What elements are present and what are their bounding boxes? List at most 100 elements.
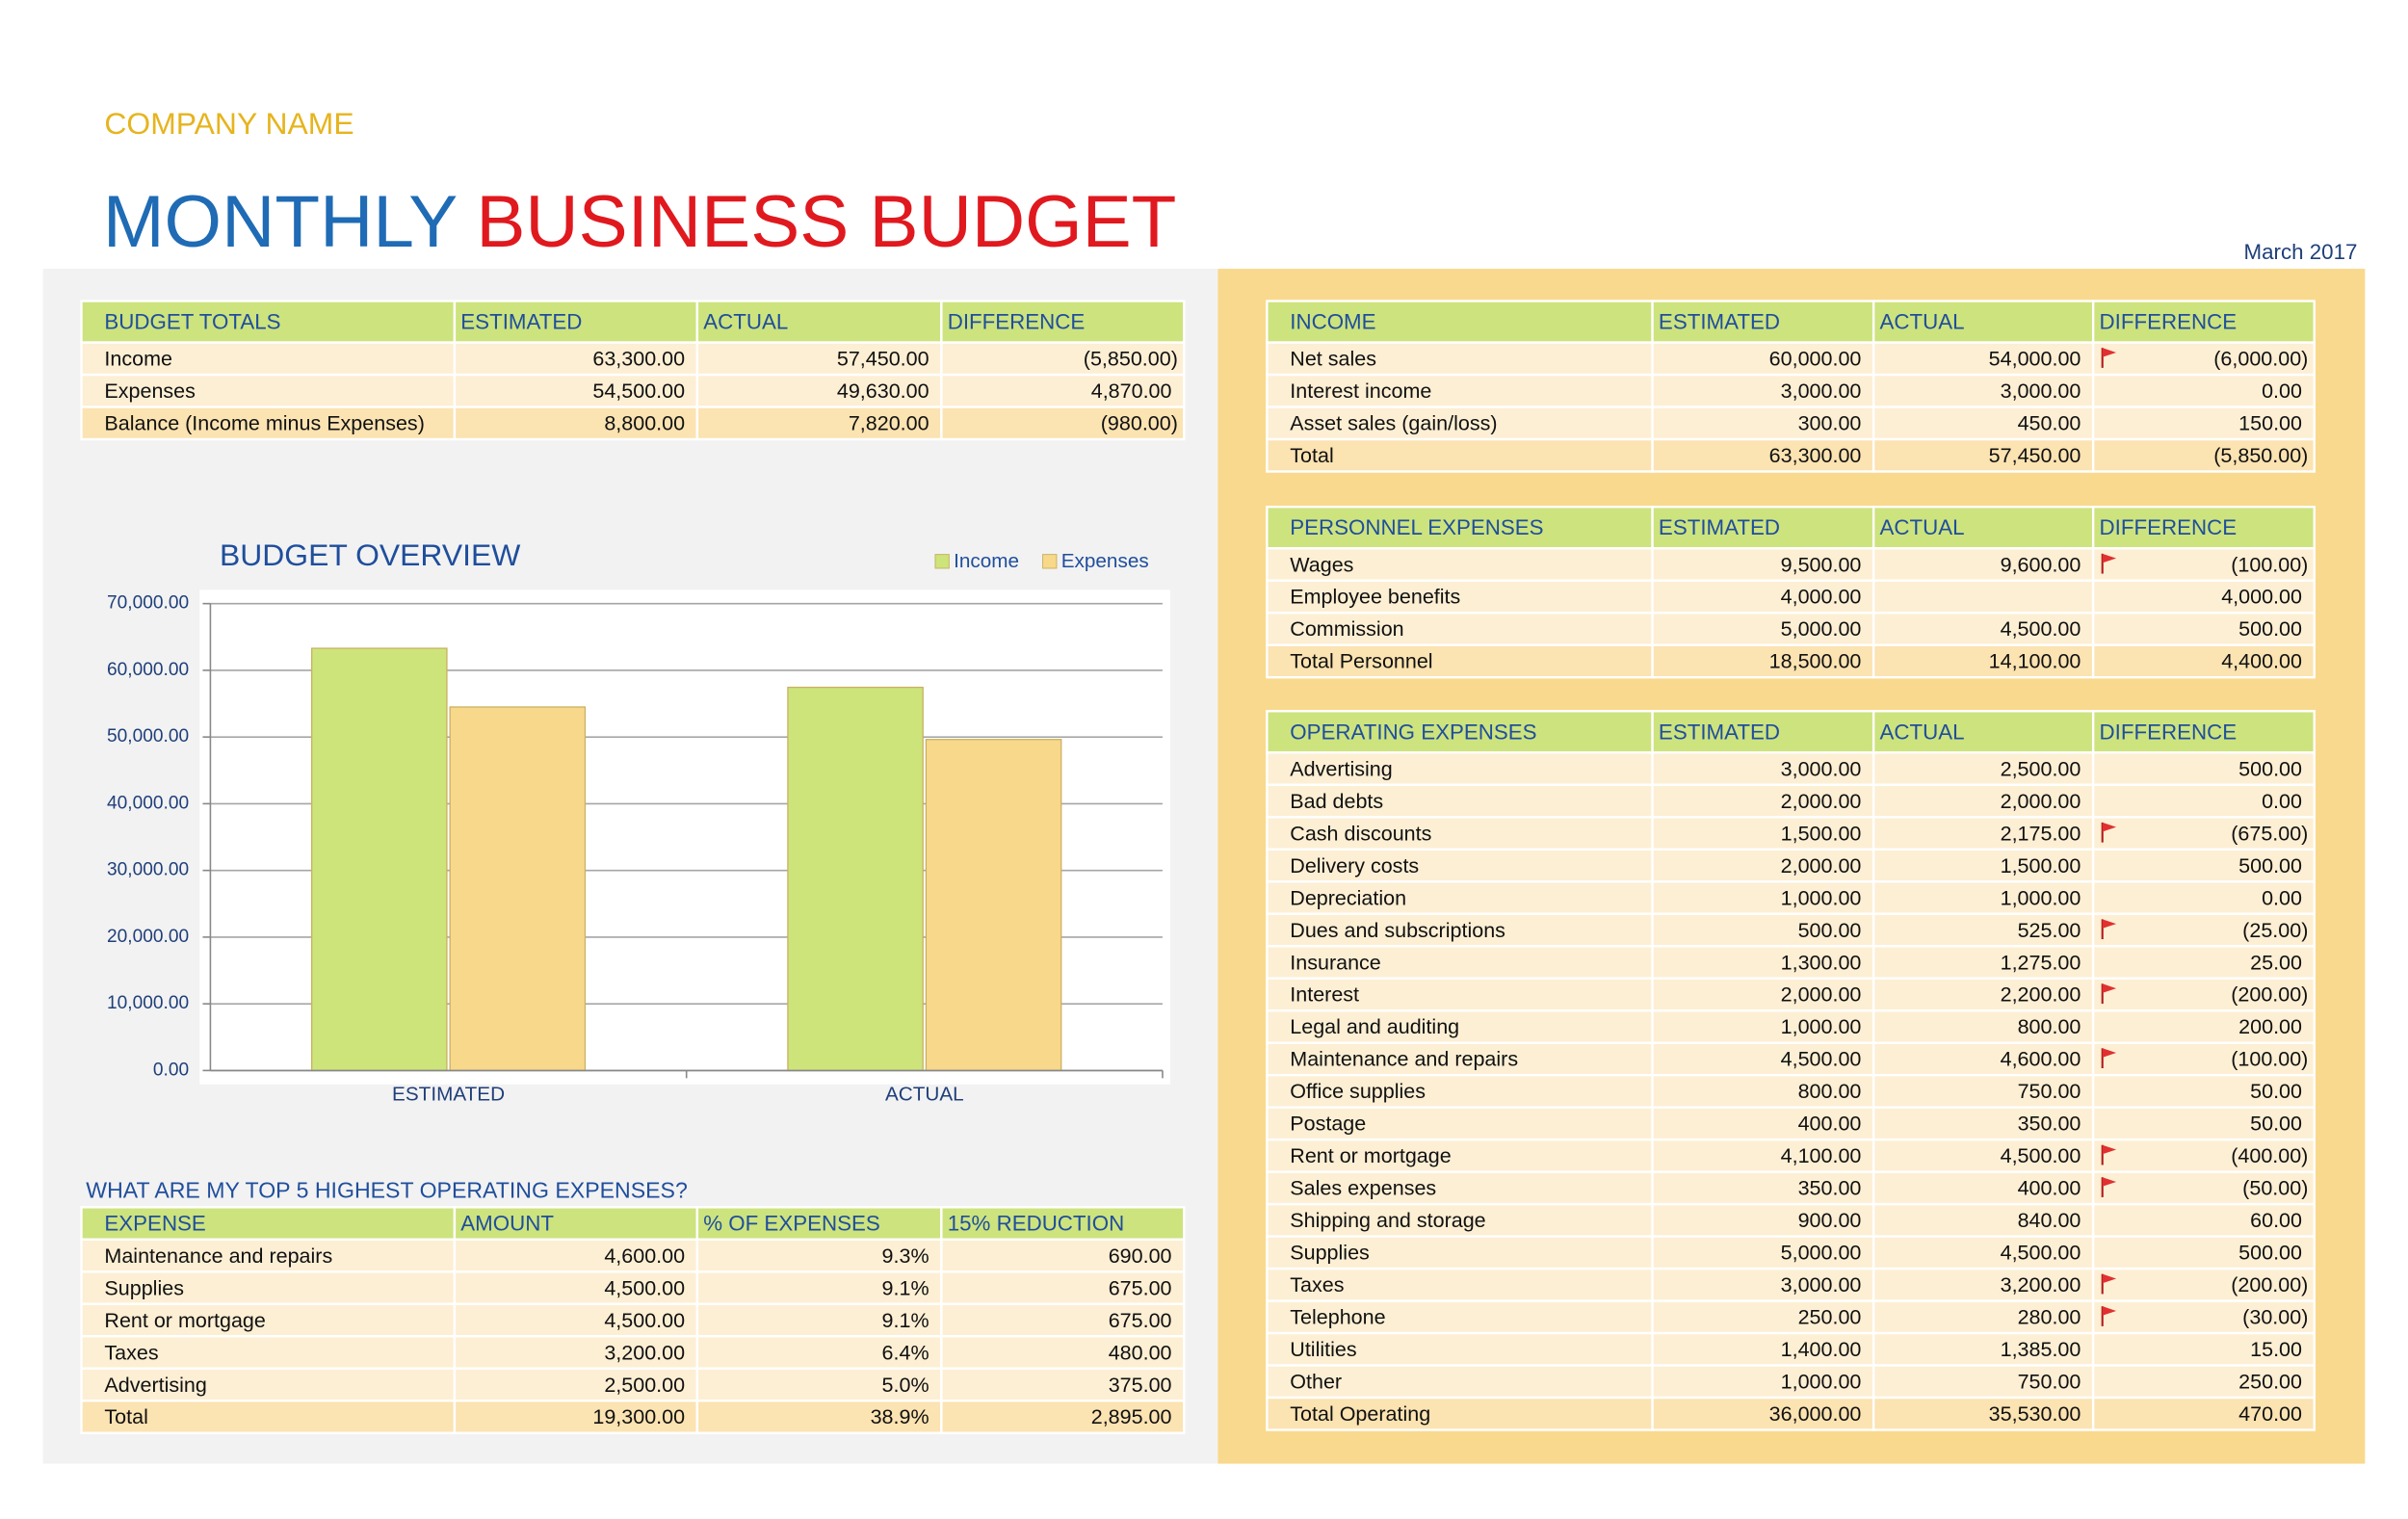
row-label: Delivery costs bbox=[1290, 854, 1419, 877]
cell-value: 15.00 bbox=[2250, 1338, 2302, 1361]
cell-value: (200.00) bbox=[2231, 1273, 2308, 1296]
column-header: PERSONNEL EXPENSES bbox=[1290, 515, 1543, 539]
flag bbox=[2102, 553, 2117, 563]
table-cell bbox=[2091, 816, 2316, 851]
cell-value: 3,000.00 bbox=[1781, 380, 1862, 403]
cell-value: 1,500.00 bbox=[2001, 854, 2081, 877]
cell-value: (200.00) bbox=[2231, 983, 2308, 1007]
cell-value: 500.00 bbox=[2238, 757, 2302, 780]
column-header: BUDGET TOTALS bbox=[104, 310, 280, 334]
flag bbox=[2102, 1273, 2117, 1284]
cell-value: 1,000.00 bbox=[1781, 1371, 1862, 1394]
cell-value: (980.00) bbox=[1101, 412, 1178, 435]
cell-value: 4,500.00 bbox=[2001, 1144, 2081, 1167]
cell-value: 54,500.00 bbox=[592, 380, 685, 403]
column-header: AMOUNT bbox=[460, 1212, 554, 1236]
cell-value: 2,500.00 bbox=[604, 1374, 685, 1397]
flag bbox=[2102, 348, 2117, 357]
cell-value: 4,000.00 bbox=[1781, 586, 1862, 609]
table-cell bbox=[695, 341, 943, 377]
table-cell bbox=[2091, 373, 2316, 408]
cell-value: 1,000.00 bbox=[2001, 886, 2081, 909]
cell-value: 0.00 bbox=[2262, 380, 2302, 403]
legend-label: Expenses bbox=[1061, 550, 1149, 572]
header-cell bbox=[1651, 300, 1875, 344]
row-label: Insurance bbox=[1290, 951, 1381, 974]
cell-value: 9,500.00 bbox=[1781, 553, 1862, 576]
table-cell bbox=[2091, 1009, 2316, 1044]
table-cell bbox=[1871, 912, 2095, 948]
table-cell bbox=[1651, 1202, 1875, 1238]
y-tick-label: 50,000.00 bbox=[107, 726, 189, 746]
cell-value: 4,870.00 bbox=[1091, 380, 1172, 403]
cell-value: 49,630.00 bbox=[837, 380, 929, 403]
cell-value: 19,300.00 bbox=[592, 1405, 685, 1428]
cell-value: 280.00 bbox=[2018, 1306, 2081, 1329]
table-cell bbox=[1266, 1009, 1654, 1044]
table-cell bbox=[1266, 816, 1654, 851]
table-cell bbox=[1871, 643, 2095, 679]
cell-value: 0.00 bbox=[2262, 886, 2302, 909]
cell-value: 4,600.00 bbox=[604, 1244, 685, 1268]
cell-value: 500.00 bbox=[2238, 617, 2302, 641]
header-cell bbox=[453, 1206, 699, 1241]
table-cell bbox=[1871, 612, 2095, 646]
header-cell bbox=[2091, 710, 2316, 754]
chart-title: BUDGET OVERVIEW bbox=[220, 537, 520, 572]
cell-value: 2,000.00 bbox=[1781, 854, 1862, 877]
cell-value: 9.1% bbox=[882, 1309, 929, 1332]
column-header: EXPENSE bbox=[104, 1212, 205, 1236]
cell-value: 1,275.00 bbox=[2001, 951, 2081, 974]
table-cell bbox=[1871, 579, 2095, 615]
y-tick-label: 70,000.00 bbox=[107, 593, 189, 614]
cell-value: 2,000.00 bbox=[1781, 790, 1862, 813]
column-header: 15% REDUCTION bbox=[948, 1212, 1124, 1236]
table-cell bbox=[1651, 579, 1875, 615]
header-cell bbox=[1871, 710, 2095, 754]
cell-value: 9.1% bbox=[882, 1276, 929, 1299]
cell-value: 18,500.00 bbox=[1769, 650, 1862, 673]
cell-value: 2,175.00 bbox=[2001, 822, 2081, 845]
row-label: Advertising bbox=[104, 1374, 206, 1397]
header-cell bbox=[1266, 300, 1654, 344]
row-label: Expenses bbox=[104, 380, 195, 403]
row-label: Telephone bbox=[1290, 1306, 1385, 1329]
cell-value: 4,500.00 bbox=[1781, 1048, 1862, 1071]
table-cell bbox=[2091, 783, 2316, 819]
row-label: Supplies bbox=[1290, 1242, 1370, 1265]
table-cell bbox=[940, 1238, 1186, 1273]
cell-value: 900.00 bbox=[1798, 1209, 1862, 1232]
header-cell bbox=[1871, 300, 2095, 344]
cell-value: 840.00 bbox=[2018, 1209, 2081, 1232]
cell-value: 675.00 bbox=[1109, 1276, 1172, 1299]
cell-value: (30.00) bbox=[2242, 1306, 2308, 1329]
table-cell bbox=[1651, 437, 1875, 473]
cell-value: 3,200.00 bbox=[604, 1341, 685, 1364]
cell-value: 50.00 bbox=[2250, 1113, 2302, 1136]
x-tick-label: ACTUAL bbox=[885, 1083, 964, 1105]
cell-value: 7,820.00 bbox=[849, 412, 929, 435]
row-label: Legal and auditing bbox=[1290, 1015, 1459, 1038]
cell-value: (100.00) bbox=[2231, 553, 2308, 576]
bar bbox=[787, 686, 924, 1072]
column-header: ESTIMATED bbox=[1659, 515, 1780, 539]
table-cell bbox=[1871, 1299, 2095, 1335]
table-cell bbox=[1871, 373, 2095, 408]
title-part: BUSINESS BUDGET bbox=[476, 181, 1176, 263]
table-cell bbox=[1651, 945, 1875, 980]
cell-value: 3,000.00 bbox=[1781, 757, 1862, 780]
flag bbox=[2102, 919, 2117, 929]
flag bbox=[2102, 1177, 2117, 1187]
cell-value: 300.00 bbox=[1798, 412, 1862, 435]
cell-value: (400.00) bbox=[2231, 1144, 2308, 1167]
cell-value: (25.00) bbox=[2242, 919, 2308, 942]
table-cell bbox=[1871, 783, 2095, 819]
section-title: WHAT ARE MY TOP 5 HIGHEST OPERATING EXPE… bbox=[86, 1177, 688, 1202]
table-cell bbox=[1651, 1073, 1875, 1109]
cell-value: 750.00 bbox=[2018, 1371, 2081, 1394]
table-cell bbox=[2091, 1202, 2316, 1238]
column-header: ACTUAL bbox=[1880, 310, 1965, 334]
y-tick-label: 20,000.00 bbox=[107, 927, 189, 947]
table-cell bbox=[1871, 1331, 2095, 1367]
